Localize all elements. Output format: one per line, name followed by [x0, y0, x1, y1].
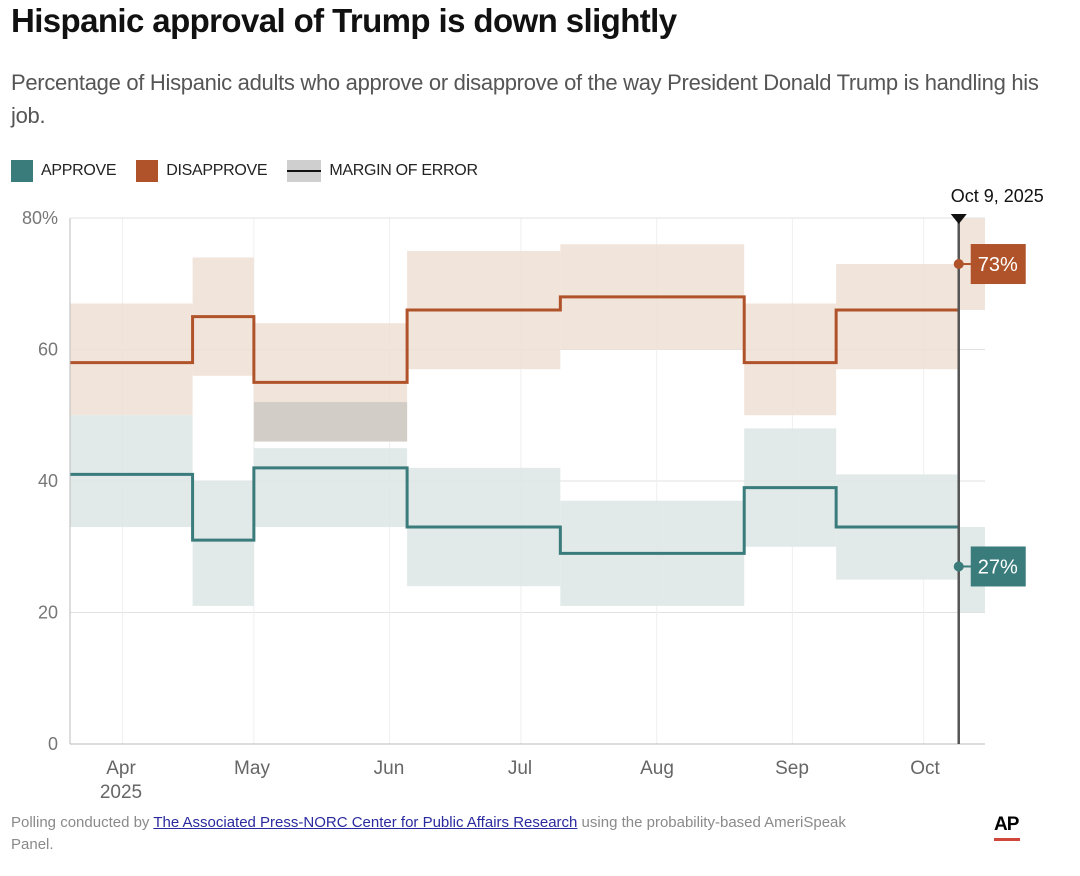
- axes: 0 20 40 60 80% Apr 2025 May Jun Jul Aug Sep Oct: [22, 208, 985, 803]
- legend: APPROVE DISAPPROVE MARGIN OF ERROR: [11, 160, 498, 182]
- chart-subtitle: Percentage of Hispanic adults who approv…: [11, 70, 1039, 128]
- disapprove-swatch: [136, 160, 159, 182]
- approve-value-label-text: 27%: [978, 556, 1018, 578]
- disapprove-moe-band: [836, 264, 959, 370]
- date-marker-label: Oct 9, 2025: [951, 186, 1044, 206]
- legend-label-approve: APPROVE: [41, 162, 117, 179]
- approve-swatch: [11, 160, 33, 182]
- disapprove-moe-band: [744, 303, 837, 416]
- source-link[interactable]: The Associated Press-NORC Center for Pub…: [153, 814, 578, 831]
- legend-item-disapprove: DISAPPROVE: [136, 160, 268, 182]
- x-tick-label: May: [234, 758, 270, 779]
- approve-moe-band: [192, 481, 254, 606]
- x-tick-label: Jul: [508, 758, 532, 779]
- disapprove-line: [70, 295, 959, 384]
- source-note: Polling conducted by The Associated Pres…: [11, 812, 891, 856]
- legend-item-approve: APPROVE: [11, 160, 117, 182]
- legend-item-moe: MARGIN OF ERROR: [287, 160, 478, 182]
- x-tick-label: 2025: [100, 782, 142, 803]
- x-tick-label: Apr: [106, 758, 136, 779]
- chart-svg: 0 20 40 60 80% Apr 2025 May Jun Jul Aug Sep Oct Oct …: [22, 186, 1044, 803]
- annotation: Oct 9, 2025 73% 27%: [950, 186, 1044, 744]
- overlap-moe-band: [253, 402, 408, 442]
- approve-value-label-box: [970, 546, 1026, 587]
- disapprove-moe-band: [70, 303, 193, 416]
- x-tick-label: Oct: [910, 758, 940, 779]
- source-prefix: Polling conducted by: [11, 814, 154, 831]
- ap-logo: AP: [994, 814, 1019, 835]
- ap-logo-underline: [994, 838, 1020, 841]
- x-tick-label: Aug: [640, 758, 674, 779]
- x-tick-label: Jun: [374, 758, 405, 779]
- disapprove-value-label-text: 73%: [978, 254, 1018, 276]
- x-tick-label: Sep: [775, 758, 809, 779]
- y-tick-label: 80%: [22, 208, 58, 228]
- y-tick-label: 60: [38, 340, 58, 360]
- y-tick-label: 0: [48, 734, 58, 754]
- legend-label-moe: MARGIN OF ERROR: [329, 162, 478, 179]
- moe-swatch: [287, 160, 322, 182]
- approve-moe-band: [70, 415, 193, 528]
- source-suffix: using the probability-based AmeriSpeak P…: [11, 814, 846, 853]
- legend-label-disapprove: DISAPPROVE: [166, 162, 268, 179]
- y-tick-label: 20: [38, 603, 58, 623]
- date-marker-triangle-icon: [950, 214, 967, 224]
- series-lines: [70, 295, 959, 555]
- y-tick-label: 40: [38, 471, 58, 491]
- approve-moe-band: [253, 448, 408, 528]
- approve-line: [70, 466, 959, 555]
- disapprove-value-label-box: [970, 244, 1026, 285]
- chart-title: Hispanic approval of Trump is down sligh…: [11, 2, 677, 39]
- moe-bands: [70, 218, 985, 613]
